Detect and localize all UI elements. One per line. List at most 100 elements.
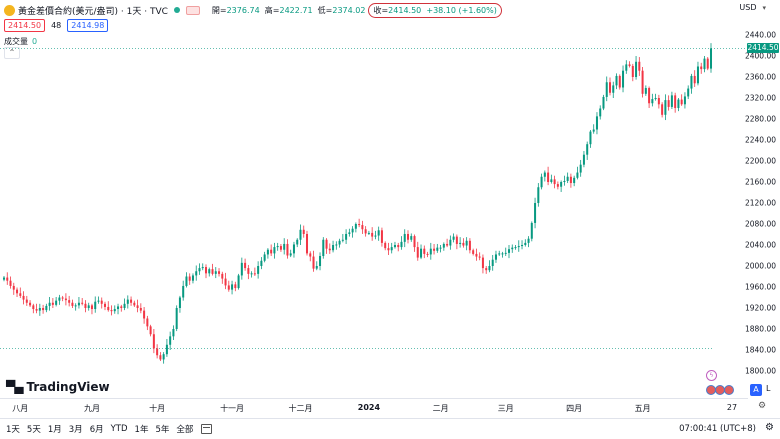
currency-selector[interactable]: USD ▾ (739, 3, 766, 12)
time-tick-label: 十月 (149, 404, 166, 413)
candle-body (136, 305, 139, 308)
candle-body (169, 336, 172, 345)
close-value: 2414.50 (388, 5, 422, 15)
candle-body (648, 88, 651, 104)
candle-body (488, 266, 491, 271)
legend-header: 黃金差價合約(美元/盎司) · 1天 · TVC 開=2376.74 高=242… (0, 0, 745, 20)
candle-body (465, 240, 468, 246)
candle-body (29, 302, 32, 306)
spread-value: 48 (51, 21, 62, 30)
buy-price-button[interactable]: 2414.98 (67, 19, 109, 32)
candle-body (9, 280, 12, 286)
price-tick-label: 2400.00 (744, 51, 776, 61)
candle-body (709, 48, 713, 69)
candle-body (569, 176, 572, 184)
candle-body (201, 267, 204, 269)
candle-body (358, 224, 361, 226)
candle-body (292, 244, 295, 254)
log-scale-button[interactable]: L (766, 384, 771, 393)
candle-body (107, 306, 110, 311)
candle-body (335, 244, 338, 246)
price-tick-label: 1920.00 (744, 303, 776, 313)
range-5y-button[interactable]: 5年 (155, 425, 170, 435)
candle-body (670, 95, 673, 107)
candle-body (573, 177, 576, 184)
candle-body (462, 242, 465, 246)
candle-body (452, 236, 455, 240)
market-status-icon (173, 7, 180, 13)
price-tick-label: 1840.00 (744, 345, 776, 355)
legend-toggle-button[interactable] (185, 5, 200, 15)
candle-body (51, 302, 54, 305)
price-chart[interactable] (0, 20, 748, 395)
candle-body (644, 88, 647, 94)
candle-body (224, 278, 227, 286)
candle-body (566, 176, 569, 181)
candle-body (420, 248, 423, 258)
auto-scale-button[interactable]: A (750, 384, 762, 396)
candle-body (218, 271, 221, 274)
range-ytd-button[interactable]: YTD (110, 424, 128, 434)
candle-body (263, 254, 266, 261)
candle-body (475, 253, 478, 257)
candle-body (68, 300, 71, 303)
candle-body (133, 302, 136, 306)
range-1m-button[interactable]: 1月 (47, 425, 62, 435)
candle-body (390, 247, 393, 251)
bid-ask-row: 2414.50 48 2414.98 (4, 19, 109, 32)
symbol-title[interactable]: 黃金差價合約(美元/盎司) · 1天 · TVC (18, 6, 168, 17)
price-tick-label: 2240.00 (744, 135, 776, 145)
candle-body (273, 247, 276, 254)
candle-body (582, 154, 585, 165)
candle-body (364, 229, 367, 234)
event-flag-icon[interactable]: ϟ (706, 370, 717, 381)
economic-event-icon[interactable] (724, 385, 734, 395)
range-3m-button[interactable]: 3月 (68, 425, 83, 435)
candle-body (283, 243, 286, 250)
candle-body (126, 299, 129, 304)
time-axis[interactable]: 八月 九月 十月 十一月 十二月 2024 二月 三月 四月 五月 27 (0, 398, 748, 414)
candle-body (22, 295, 25, 300)
candle-body (100, 300, 103, 304)
axis-settings-icon[interactable]: ⚙ (758, 401, 767, 411)
candle-body (589, 131, 592, 145)
clock-timezone[interactable]: 07:00:41 (UTC+8) (679, 424, 756, 434)
collapse-legend-button[interactable]: ⌃ (4, 47, 20, 59)
candle-body (377, 230, 380, 236)
candle-body (172, 329, 175, 337)
candle-body (328, 248, 331, 251)
range-1y-button[interactable]: 1年 (134, 425, 149, 435)
candle-body (530, 222, 533, 239)
candle-body (325, 239, 328, 249)
range-5d-button[interactable]: 5天 (26, 425, 41, 435)
candle-body (374, 235, 377, 237)
candle-body (547, 172, 550, 182)
candle-body (302, 229, 305, 234)
candle-body (449, 239, 452, 246)
candle-body (6, 277, 9, 281)
candle-body (266, 249, 269, 255)
change-value: +38.10 (+1.60%) (426, 5, 497, 15)
price-tick-label: 2120.00 (744, 198, 776, 208)
candle-body (403, 233, 406, 242)
candle-body (198, 268, 201, 272)
sell-price-button[interactable]: 2414.50 (4, 19, 46, 32)
price-axis[interactable]: 2440.00 2400.00 2360.00 2320.00 2280.00 2240.… (744, 20, 780, 395)
calendar-icon[interactable] (201, 424, 213, 434)
candle-body (299, 229, 302, 240)
candle-body (605, 82, 608, 97)
range-6m-button[interactable]: 6月 (89, 425, 104, 435)
candle-body (175, 308, 178, 329)
gear-icon[interactable]: ⚙ (765, 422, 774, 433)
candle-body (19, 293, 22, 296)
candle-body (400, 241, 403, 248)
range-all-button[interactable]: 全部 (176, 425, 194, 435)
candle-body (498, 253, 501, 255)
candle-body (348, 232, 351, 234)
candle-body (468, 240, 471, 251)
candle-body (410, 236, 413, 240)
range-1d-button[interactable]: 1天 (6, 425, 20, 435)
candle-body (406, 233, 410, 240)
tradingview-logo[interactable]: ▀▄ TradingView (6, 380, 110, 394)
